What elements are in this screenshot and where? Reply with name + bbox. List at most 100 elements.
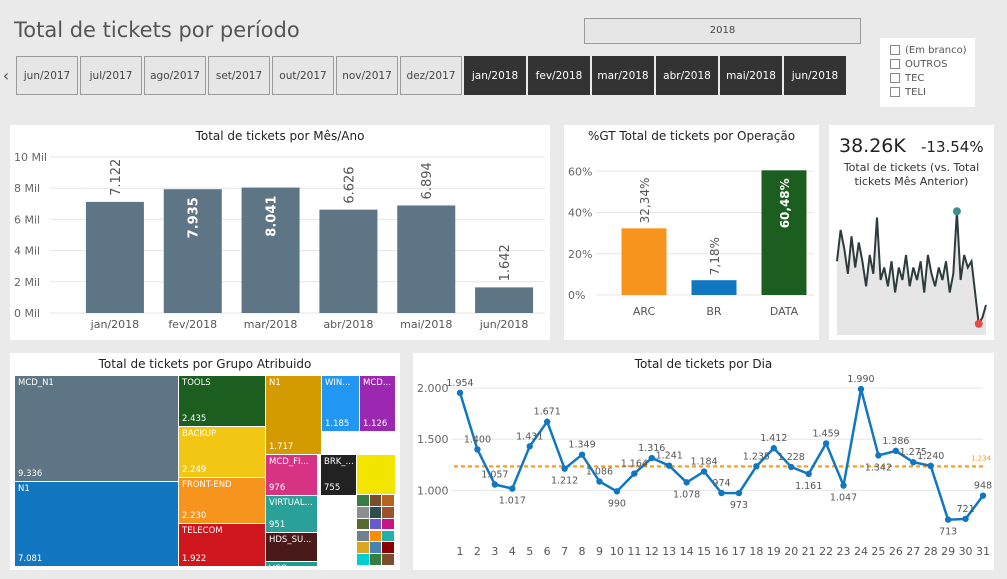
month-button-set-2017[interactable]: set/2017 [208, 56, 270, 95]
data-point[interactable] [857, 385, 865, 393]
bar[interactable] [397, 205, 456, 313]
data-point[interactable] [666, 462, 673, 469]
chevron-left-icon[interactable]: ‹ [2, 66, 10, 85]
data-point[interactable] [526, 443, 533, 450]
filter-item[interactable]: (Em branco) [890, 43, 975, 57]
treemap-small-cell[interactable] [369, 530, 382, 542]
month-button-abr-2018[interactable]: abr/2018 [656, 56, 718, 95]
x-tick-label: 24 [854, 545, 868, 558]
treemap-small-cell[interactable] [382, 506, 394, 518]
data-point[interactable] [910, 459, 917, 466]
treemap-cell[interactable]: N1 7.081 [15, 482, 178, 566]
checkbox-icon[interactable] [890, 45, 900, 55]
treemap-small-cell[interactable] [369, 542, 382, 554]
treemap-cell[interactable]: BRK_... 755 [321, 455, 356, 495]
treemap-cell[interactable]: N1 1.717 [266, 376, 321, 454]
data-point[interactable] [700, 468, 708, 475]
treemap-small-cell[interactable] [357, 530, 369, 542]
treemap-small-cell[interactable] [357, 518, 369, 530]
data-point[interactable] [718, 489, 725, 497]
checkbox-icon[interactable] [890, 73, 900, 83]
x-tick-label: 9 [596, 545, 603, 558]
treemap-cell[interactable]: VIRTUAL... 951 [266, 496, 317, 532]
data-point[interactable] [613, 488, 621, 495]
treemap-small-cell[interactable] [369, 518, 382, 530]
treemap-cell[interactable]: WIN... 1.185 [322, 376, 359, 431]
month-button-out-2017[interactable]: out/2017 [272, 56, 334, 95]
month-button-dez-2017[interactable]: dez/2017 [400, 56, 462, 95]
treemap-small-cell[interactable] [357, 495, 369, 506]
filter-item[interactable]: OUTROS [890, 57, 975, 71]
month-button-jun-2017[interactable]: jun/2017 [16, 56, 78, 95]
bar[interactable] [691, 280, 737, 295]
month-button-mar-2018[interactable]: mar/2018 [592, 56, 654, 95]
bar[interactable] [241, 187, 300, 313]
data-point[interactable] [631, 470, 638, 477]
treemap-small-cell[interactable] [369, 495, 382, 506]
data-point[interactable] [770, 445, 777, 452]
checkbox-icon[interactable] [890, 87, 900, 97]
month-button-fev-2018[interactable]: fev/2018 [528, 56, 590, 95]
treemap-small-cell[interactable] [357, 554, 369, 565]
data-point[interactable] [944, 516, 952, 523]
month-button-ago-2017[interactable]: ago/2017 [144, 56, 206, 95]
data-point[interactable] [578, 451, 586, 458]
year-slicer[interactable]: 2018 [584, 18, 861, 44]
treemap-cell[interactable]: TOOLS 2.435 [179, 376, 265, 426]
bar[interactable] [163, 189, 222, 313]
month-button-jun-2018[interactable]: jun/2018 [784, 56, 846, 95]
treemap-cell[interactable]: MCD_N1 9.336 [15, 376, 178, 481]
treemap-small-cell[interactable] [382, 495, 394, 506]
treemap-cell[interactable]: FRONT-END 2.230 [179, 478, 265, 523]
data-point[interactable] [561, 465, 568, 472]
data-point[interactable] [683, 479, 690, 486]
data-point[interactable] [648, 454, 655, 462]
bar[interactable] [761, 170, 807, 295]
treemap-small-cell[interactable] [369, 554, 382, 565]
treemap-cell[interactable]: HDS_SU... [266, 533, 317, 561]
data-point[interactable] [509, 485, 516, 492]
data-point[interactable] [474, 446, 481, 453]
treemap-cell[interactable]: MCD... 1.126 [360, 376, 395, 431]
month-button-jul-2017[interactable]: jul/2017 [80, 56, 142, 95]
bar[interactable] [85, 201, 144, 313]
treemap-small-cell[interactable] [382, 518, 394, 530]
treemap-cell[interactable]: VCO [266, 562, 317, 566]
data-point[interactable] [840, 482, 847, 489]
bar[interactable] [319, 209, 378, 313]
data-point[interactable] [822, 440, 830, 447]
month-button-jan-2018[interactable]: jan/2018 [464, 56, 526, 95]
data-point[interactable] [892, 447, 900, 455]
data-point[interactable] [491, 481, 499, 488]
data-point[interactable] [735, 489, 743, 497]
checkbox-icon[interactable] [890, 59, 900, 69]
treemap-small-cell[interactable] [369, 506, 382, 518]
treemap-small-cell[interactable] [357, 506, 369, 518]
data-point[interactable] [962, 515, 969, 523]
data-point[interactable] [753, 463, 760, 470]
data-point[interactable] [456, 389, 464, 397]
treemap-small-cell[interactable] [382, 554, 394, 565]
data-point[interactable] [788, 463, 795, 471]
treemap-cell[interactable]: MCD_FI... 976 [266, 455, 317, 495]
treemap-small-cell[interactable] [382, 542, 394, 554]
filter-item[interactable]: TEC [890, 71, 975, 85]
data-point[interactable] [927, 462, 934, 469]
data-point[interactable] [805, 470, 812, 478]
treemap-cell[interactable]: TELECOM 1.922 [179, 524, 265, 566]
treemap-small-cell[interactable] [357, 542, 369, 554]
bar[interactable] [475, 287, 534, 313]
treemap-cell[interactable]: BACKUP 2.249 [179, 427, 265, 477]
treemap-small-cell[interactable] [357, 455, 395, 494]
x-tick-label: 14 [680, 545, 694, 558]
month-button-mai-2018[interactable]: mai/2018 [720, 56, 782, 95]
data-point[interactable] [979, 492, 987, 499]
month-button-nov-2017[interactable]: nov/2017 [336, 56, 398, 95]
bar[interactable] [621, 228, 667, 295]
data-label: 1.431 [516, 431, 543, 442]
filter-item[interactable]: TELI [890, 85, 975, 99]
treemap-small-cell[interactable] [382, 530, 394, 542]
data-point[interactable] [596, 478, 603, 485]
data-point[interactable] [875, 452, 882, 459]
data-point[interactable] [543, 418, 551, 425]
